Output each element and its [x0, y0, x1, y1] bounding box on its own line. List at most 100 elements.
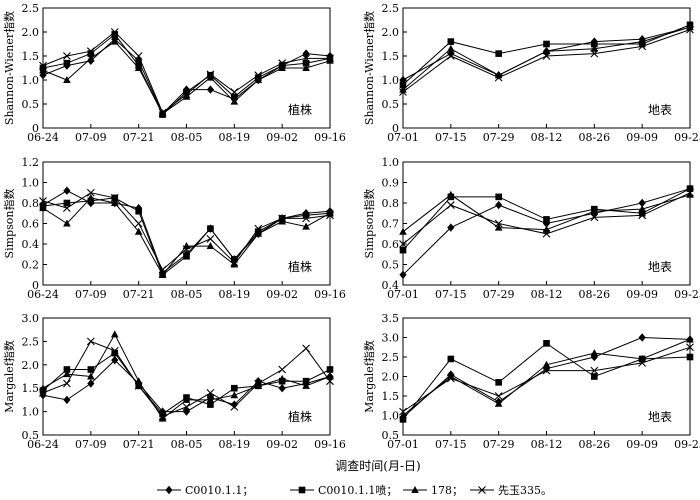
data-point [110, 37, 119, 45]
data-point [542, 366, 551, 375]
plot-frame [402, 7, 691, 129]
series-x [399, 343, 694, 416]
x-tick-label: 08-19 [218, 288, 250, 301]
x-tick-label: 08-19 [218, 131, 250, 144]
x-tick-label: 07-09 [75, 288, 107, 301]
legend-label: C0010.1.1喷； [318, 484, 397, 497]
data-point [278, 384, 286, 393]
x-tick-label: 08-26 [578, 131, 610, 144]
data-point [110, 28, 119, 36]
data-point [63, 76, 71, 83]
series-x [39, 28, 334, 117]
x-tick-label: 07-21 [123, 438, 155, 451]
x-tick-label: 07-01 [387, 438, 419, 451]
x-axis-title: 调查时间(月-日) [335, 459, 420, 473]
data-point [686, 25, 694, 34]
x-tick-label: 07-01 [387, 131, 419, 144]
series-triangle [399, 23, 694, 93]
data-point [206, 70, 215, 79]
data-point [638, 358, 647, 367]
data-point [494, 73, 503, 82]
data-point [254, 379, 263, 388]
y-tick-label: 0.5 [382, 429, 400, 442]
data-point [230, 403, 239, 411]
data-point [278, 374, 286, 382]
x-tick-label: 07-09 [75, 438, 107, 451]
chart-panel-right-middle: 0.4 0.5 0.6 0.7 0.8 0.9 1.0 07-01 07-15 07-29 08-1… [362, 156, 700, 301]
y-tick-label: 0.5 [22, 429, 40, 442]
data-point [182, 395, 191, 403]
data-point [39, 197, 47, 205]
data-point [590, 349, 599, 357]
x-tick-label: 07-01 [387, 288, 419, 301]
legend-marker [411, 486, 419, 493]
data-point [399, 88, 407, 96]
x-tick-label: 06-24 [27, 438, 59, 451]
data-point [134, 52, 143, 60]
data-point [111, 31, 119, 38]
data-point [495, 50, 502, 57]
data-point [302, 381, 310, 389]
data-point [686, 190, 694, 198]
data-point [638, 42, 647, 51]
panel-location-label: 植株 [288, 102, 312, 117]
data-point [591, 373, 598, 380]
data-point [326, 211, 334, 220]
data-point [494, 399, 503, 407]
data-point [326, 56, 334, 64]
data-point [326, 54, 334, 63]
y-tick-label: 0.4 [382, 279, 400, 292]
data-point [494, 392, 503, 400]
y-tick-label: 0.2 [22, 259, 40, 272]
data-point [447, 44, 455, 52]
series-line [42, 359, 331, 413]
data-point [158, 270, 167, 278]
series-square [399, 185, 694, 254]
x-tick-label: 09-16 [314, 288, 346, 301]
y-tick-label: 0 [32, 279, 39, 292]
x-tick-label: 08-26 [578, 438, 610, 451]
y-axis-label: Shannon-Wiener指数 [362, 11, 376, 125]
data-point [39, 61, 47, 70]
data-point [278, 365, 287, 374]
x-tick-label: 09-02 [266, 438, 298, 451]
y-tick-label: 0.5 [382, 259, 400, 272]
data-point [63, 366, 71, 373]
data-point [63, 395, 71, 405]
data-point [302, 344, 310, 353]
y-tick-label: 1.5 [22, 50, 40, 63]
data-point [326, 209, 334, 217]
x-tick-label: 09-09 [626, 288, 658, 301]
data-point [638, 333, 646, 342]
y-tick-label: 2.5 [382, 351, 400, 364]
x-tick-label: 09-02 [266, 131, 298, 144]
data-point [399, 246, 407, 254]
legend: C0010.1.1； C0010.1.1喷； 178； 先玉335。 [157, 484, 552, 497]
series-line [42, 197, 331, 276]
data-point [87, 197, 95, 205]
legend-label: 178； [431, 484, 463, 497]
x-tick-label: 07-21 [123, 131, 155, 144]
data-point [638, 211, 647, 220]
chart-panel-right-top: 0 0.5 1.0 1.5 2.0 2.5 07-01 07-15 07-29 08-12 08-2… [362, 2, 700, 144]
legend-label: 先玉335。 [498, 484, 552, 497]
panel-location-label: 地表 [648, 260, 672, 274]
data-point [87, 54, 95, 62]
data-point [302, 49, 310, 58]
y-tick-label: 2.5 [382, 2, 400, 15]
y-axis-label: Simpson指数 [362, 189, 376, 259]
y-axis-label: Margalef指数 [362, 340, 376, 413]
data-point [302, 64, 310, 71]
data-point [39, 66, 47, 74]
series-triangle [399, 190, 694, 235]
data-point [543, 40, 550, 48]
data-point [183, 253, 190, 260]
data-point [230, 258, 239, 267]
data-point [590, 366, 599, 375]
data-point [495, 193, 502, 201]
data-point [638, 209, 646, 217]
data-point [399, 407, 407, 416]
data-point [399, 240, 407, 248]
data-point [87, 372, 95, 380]
